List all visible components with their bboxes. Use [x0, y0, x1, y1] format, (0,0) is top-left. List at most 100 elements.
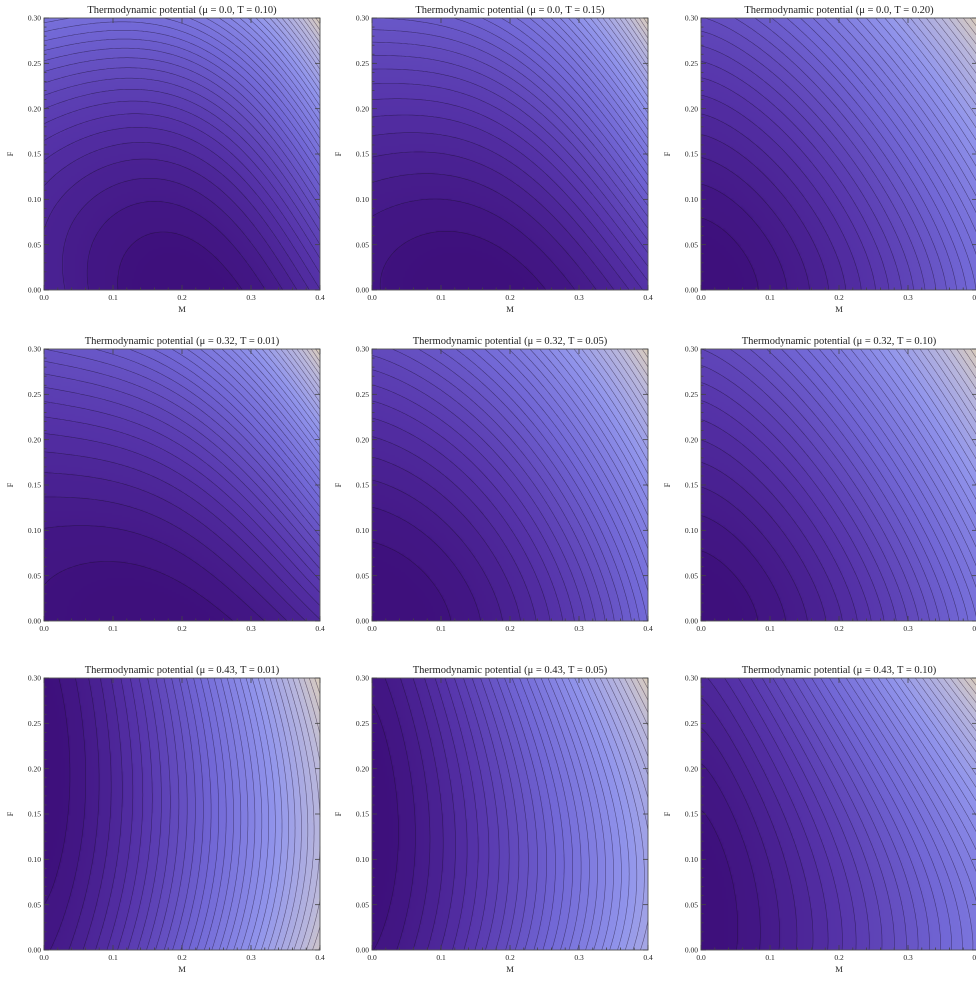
x-tick-label: 0.0 [39, 624, 49, 633]
panel-title: Thermodynamic potential (μ = 0.43, T = 0… [85, 665, 280, 676]
x-axis-label: M [506, 304, 514, 314]
y-tick-label: 0.30 [28, 345, 41, 354]
y-axis-label: F [5, 151, 15, 156]
contour-lines-3 [700, 17, 976, 291]
y-tick-label: 0.25 [356, 390, 369, 399]
x-tick-label: 0.1 [108, 293, 118, 302]
axis-ticks [700, 348, 976, 622]
panel-title: Thermodynamic potential (μ = 0.0, T = 0.… [415, 5, 605, 16]
contour-fill-9 [701, 678, 976, 950]
axis-ticks [371, 348, 649, 622]
x-tick-label: 0.1 [436, 624, 446, 633]
contour-fill-4 [44, 349, 320, 621]
x-tick-label: 0.0 [696, 953, 706, 962]
x-tick-label: 0.2 [505, 624, 515, 633]
contour-panel-7: 0.0 0.1 0.2 0.3 0.4 0.00 0.05 0.10 0.15 0.20 0.25 0… [5, 665, 325, 974]
x-tick-label: 0.3 [574, 953, 584, 962]
x-tick-label: 0.4 [643, 953, 653, 962]
axis-ticks [43, 677, 321, 951]
contour-lines-2 [371, 17, 649, 291]
x-tick-label: 0.2 [834, 293, 844, 302]
panel-title: Thermodynamic potential (μ = 0.32, T = 0… [85, 336, 280, 347]
x-tick-label: 0.4 [315, 293, 325, 302]
x-tick-label: 0.0 [39, 953, 49, 962]
x-tick-label: 0.1 [765, 953, 775, 962]
y-tick-label: 0.30 [685, 14, 698, 23]
panel-title: Thermodynamic potential (μ = 0.32, T = 0… [742, 336, 937, 347]
x-tick-label: 0.1 [765, 293, 775, 302]
x-tick-label: 0.2 [177, 293, 187, 302]
x-tick-label: 0.4 [972, 624, 976, 633]
x-tick-label: 0.3 [903, 624, 913, 633]
y-tick-label: 0.05 [685, 900, 698, 909]
y-tick-label: 0.05 [28, 571, 41, 580]
y-tick-label: 0.00 [356, 946, 369, 955]
contour-lines-6 [700, 348, 976, 622]
y-tick-label: 0.00 [28, 946, 41, 955]
y-tick-label: 0.10 [685, 855, 698, 864]
panel-title: Thermodynamic potential (μ = 0.43, T = 0… [742, 665, 937, 676]
x-tick-label: 0.3 [574, 293, 584, 302]
contour-lines-1 [43, 17, 321, 291]
y-axis-label: F [662, 151, 672, 156]
y-tick-label: 0.25 [28, 390, 41, 399]
y-tick-label: 0.05 [356, 571, 369, 580]
contour-fill-6 [701, 349, 976, 621]
y-tick-label: 0.25 [356, 59, 369, 68]
x-tick-label: 0.4 [643, 624, 653, 633]
y-tick-label: 0.00 [685, 946, 698, 955]
axis-ticks [371, 17, 649, 291]
y-axis-label: F [333, 482, 343, 487]
x-tick-label: 0.0 [367, 293, 377, 302]
contour-panel-8: 0.0 0.1 0.2 0.3 0.4 0.00 0.05 0.10 0.15 0.20 0.25 0… [333, 665, 653, 974]
y-tick-label: 0.10 [685, 195, 698, 204]
y-tick-label: 0.20 [685, 435, 698, 444]
contour-lines-4 [43, 348, 321, 622]
contour-panel-1: 0.0 0.1 0.2 0.3 0.4 0.00 0.05 0.10 0.15 0.20 0.25 0… [5, 5, 325, 314]
x-tick-label: 0.1 [436, 953, 446, 962]
y-tick-label: 0.05 [685, 571, 698, 580]
x-tick-label: 0.0 [696, 293, 706, 302]
y-tick-label: 0.05 [356, 900, 369, 909]
y-tick-label: 0.30 [356, 345, 369, 354]
axis-ticks [43, 17, 321, 291]
x-tick-label: 0.4 [972, 953, 976, 962]
x-tick-label: 0.1 [436, 293, 446, 302]
x-tick-label: 0.3 [246, 293, 256, 302]
y-tick-label: 0.20 [356, 104, 369, 113]
x-tick-label: 0.0 [696, 624, 706, 633]
x-tick-label: 0.0 [367, 953, 377, 962]
contour-fill-5 [372, 349, 648, 621]
y-tick-label: 0.00 [28, 617, 41, 626]
contour-panel-4: 0.0 0.1 0.2 0.3 0.4 0.00 0.05 0.10 0.15 0.20 0.25 0… [5, 336, 325, 633]
y-tick-label: 0.20 [28, 764, 41, 773]
y-tick-label: 0.20 [28, 104, 41, 113]
y-tick-label: 0.05 [356, 240, 369, 249]
y-tick-label: 0.25 [28, 719, 41, 728]
contour-fill-2 [372, 18, 648, 290]
y-tick-label: 0.15 [685, 150, 698, 159]
axis-ticks [700, 17, 976, 291]
y-tick-label: 0.00 [685, 286, 698, 295]
x-tick-label: 0.2 [177, 624, 187, 633]
x-tick-label: 0.2 [505, 953, 515, 962]
x-axis-label: M [506, 964, 514, 974]
y-tick-label: 0.25 [28, 59, 41, 68]
y-tick-label: 0.15 [28, 481, 41, 490]
contour-panel-5: 0.0 0.1 0.2 0.3 0.4 0.00 0.05 0.10 0.15 0.20 0.25 0… [333, 336, 653, 633]
y-tick-label: 0.25 [356, 719, 369, 728]
contour-fill-7 [44, 678, 320, 950]
x-tick-label: 0.4 [972, 293, 976, 302]
x-tick-label: 0.3 [574, 624, 584, 633]
y-tick-label: 0.10 [356, 195, 369, 204]
x-tick-label: 0.2 [505, 293, 515, 302]
panel-title: Thermodynamic potential (μ = 0.32, T = 0… [413, 336, 608, 347]
y-tick-label: 0.20 [685, 104, 698, 113]
x-tick-label: 0.1 [765, 624, 775, 633]
x-tick-label: 0.0 [39, 293, 49, 302]
x-tick-label: 0.0 [367, 624, 377, 633]
x-tick-label: 0.1 [108, 624, 118, 633]
y-tick-label: 0.30 [28, 674, 41, 683]
y-tick-label: 0.30 [356, 14, 369, 23]
